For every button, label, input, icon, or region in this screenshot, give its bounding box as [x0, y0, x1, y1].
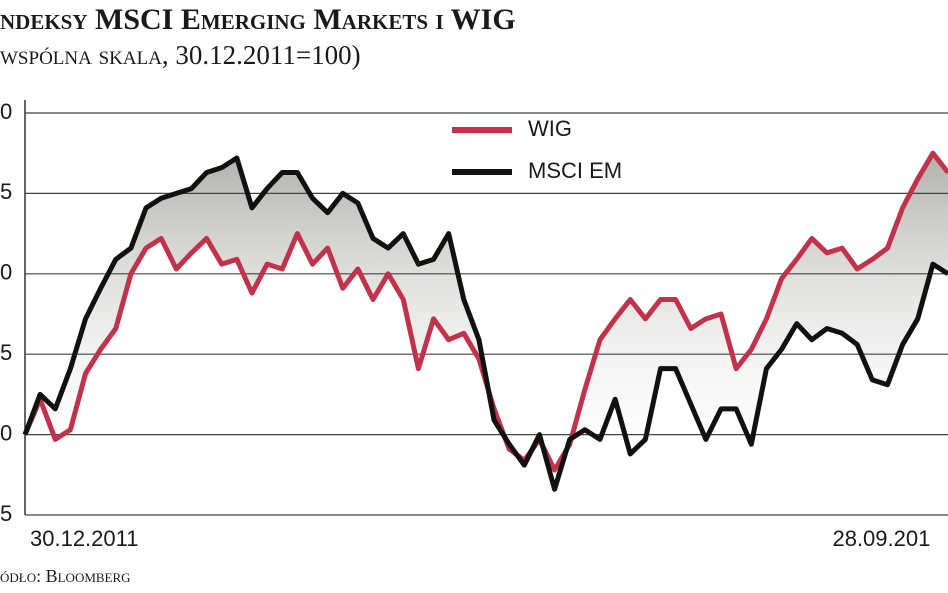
legend-label: MSCI EM	[528, 158, 622, 183]
series-line	[22, 155, 948, 492]
y-tick-label: 5	[0, 179, 12, 204]
x-tick-label: 28.09.201	[832, 526, 930, 551]
y-tick-label: 5	[0, 501, 12, 526]
source: ódło: Bloomberg	[0, 566, 131, 586]
y-tick-label: 5	[0, 340, 12, 365]
shade-area	[25, 153, 948, 490]
y-tick-label: 0	[0, 260, 12, 285]
y-tick-label: 0	[0, 420, 12, 445]
x-tick-label: 30.12.2011	[30, 526, 138, 551]
legend-label: WIG	[528, 116, 572, 141]
y-tick-label: 0	[0, 99, 12, 124]
chart-title: ndeksy MSCI Emerging Markets i WIG	[0, 3, 516, 36]
chart-subtitle: wspólna skala, 30.12.2011=100)	[0, 40, 361, 70]
